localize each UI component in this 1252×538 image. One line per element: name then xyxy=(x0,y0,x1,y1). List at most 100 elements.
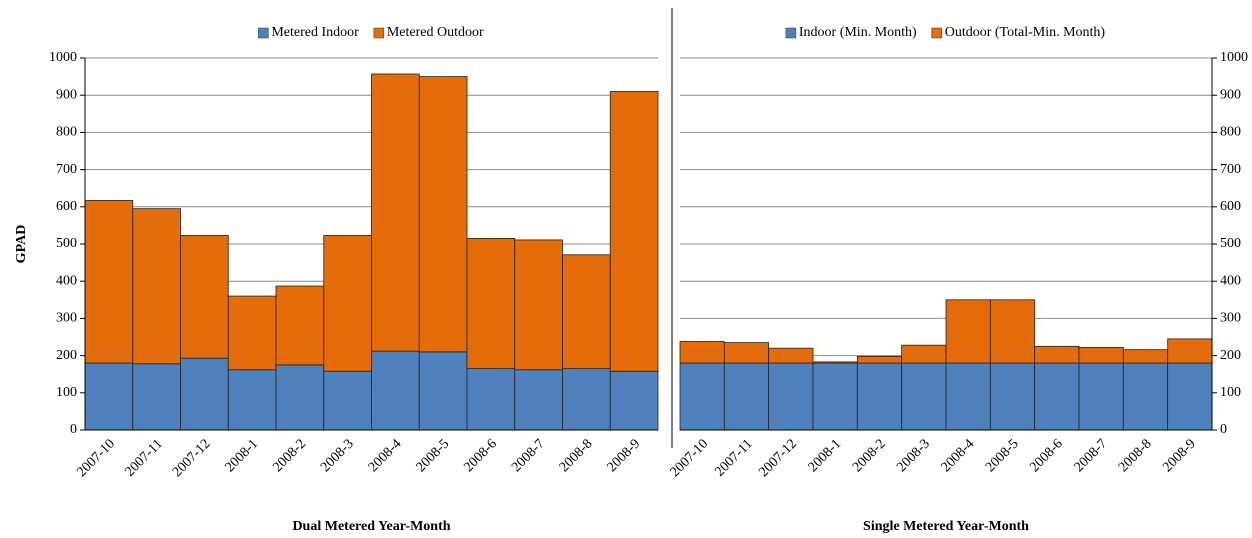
y-tick-label: 300 xyxy=(1220,311,1241,326)
legend-swatch xyxy=(373,27,385,39)
bar xyxy=(84,200,134,364)
bar xyxy=(323,370,372,431)
x-tick-label: 2008-4 xyxy=(939,436,978,475)
bar xyxy=(323,235,372,372)
x-tick-label: 2008-5 xyxy=(983,436,1022,475)
x-tick-label: 2008-5 xyxy=(414,436,453,475)
y-tick-label: 600 xyxy=(56,199,77,214)
x-tick-label: 2008-9 xyxy=(1160,436,1199,475)
y-tick-label: 0 xyxy=(70,422,77,437)
bar xyxy=(901,344,947,364)
y-tick-label: 800 xyxy=(56,125,77,140)
x-tick-label: 2008-9 xyxy=(605,436,644,475)
legend-label: Outdoor (Total-Min. Month) xyxy=(945,25,1106,40)
x-tick-label: 2008-2 xyxy=(270,436,309,475)
bar xyxy=(679,362,725,431)
legend-swatch xyxy=(931,27,942,39)
x-tick-label: 2008-6 xyxy=(461,436,500,475)
y-tick-label: 1000 xyxy=(49,50,77,65)
x-axis-title: Single Metered Year-Month xyxy=(863,519,1029,534)
x-tick-label: 2007-12 xyxy=(170,436,214,480)
bar xyxy=(371,73,420,352)
bar xyxy=(945,362,991,431)
x-tick-label: 2008-7 xyxy=(509,436,548,475)
bar xyxy=(812,361,858,364)
bar xyxy=(371,350,420,431)
x-tick-label: 2007-10 xyxy=(668,436,712,480)
y-tick-label: 500 xyxy=(56,236,77,251)
bar xyxy=(856,355,903,364)
y-tick-label: 200 xyxy=(56,348,77,363)
bar xyxy=(562,368,611,431)
bar xyxy=(989,362,1036,431)
x-tick-label: 2007-11 xyxy=(122,436,165,479)
y-tick-label: 700 xyxy=(56,162,77,177)
bar xyxy=(275,285,325,366)
bar xyxy=(768,362,814,431)
bar xyxy=(1034,345,1080,364)
x-tick-label: 2008-3 xyxy=(894,436,933,475)
x-tick-label: 2008-2 xyxy=(850,436,889,475)
legend-swatch xyxy=(258,27,269,39)
y-tick-label: 900 xyxy=(56,87,77,102)
x-tick-label: 2008-1 xyxy=(223,436,262,475)
y-axis-title: GPAD xyxy=(14,225,29,264)
legend-swatch xyxy=(785,27,797,39)
bar xyxy=(679,341,725,364)
bar xyxy=(514,239,563,371)
bar xyxy=(466,238,516,370)
x-tick-label: 2008-8 xyxy=(1116,436,1155,475)
legend-label: Metered Outdoor xyxy=(387,25,484,40)
y-tick-label: 1000 xyxy=(1220,50,1248,65)
y-tick-label: 200 xyxy=(1220,348,1241,363)
x-axis-title: Dual Metered Year-Month xyxy=(292,519,450,534)
bar xyxy=(132,208,181,365)
bar xyxy=(1034,362,1080,431)
bar xyxy=(132,363,181,431)
x-tick-label: 2008-4 xyxy=(366,436,405,475)
bar xyxy=(609,91,659,372)
bar xyxy=(562,254,611,370)
legend-label: Metered Indoor xyxy=(271,25,359,40)
x-tick-label: 2008-3 xyxy=(318,436,357,475)
bar xyxy=(945,299,991,364)
y-tick-label: 100 xyxy=(56,385,77,400)
y-tick-label: 900 xyxy=(1220,87,1241,102)
y-tick-label: 600 xyxy=(1220,199,1241,214)
y-tick-label: 400 xyxy=(1220,273,1241,288)
bar xyxy=(1078,362,1124,431)
bar xyxy=(514,369,563,431)
bar xyxy=(227,295,277,371)
x-tick-label: 2008-1 xyxy=(806,436,845,475)
y-tick-label: 400 xyxy=(56,273,77,288)
bar xyxy=(856,362,903,431)
x-tick-label: 2008-8 xyxy=(557,436,596,475)
bar xyxy=(180,357,229,431)
y-tick-label: 700 xyxy=(1220,162,1241,177)
x-tick-label: 2008-7 xyxy=(1072,436,1111,475)
bar xyxy=(1122,349,1169,364)
bar xyxy=(609,370,659,431)
legend-label: Indoor (Min. Month) xyxy=(799,25,917,40)
y-tick-label: 0 xyxy=(1220,422,1227,437)
y-tick-label: 100 xyxy=(1220,385,1241,400)
bar xyxy=(1078,347,1124,364)
y-tick-label: 800 xyxy=(1220,125,1241,140)
bar xyxy=(989,299,1036,364)
bar xyxy=(768,347,814,364)
bar xyxy=(466,368,516,431)
bar xyxy=(227,369,277,431)
x-tick-label: 2008-6 xyxy=(1027,436,1066,475)
bar xyxy=(901,362,947,431)
y-tick-label: 300 xyxy=(56,311,77,326)
bar xyxy=(180,235,229,359)
bar xyxy=(1167,362,1213,431)
x-tick-label: 2007-12 xyxy=(756,436,800,480)
y-tick-label: 500 xyxy=(1220,236,1241,251)
bar xyxy=(812,362,858,431)
bar xyxy=(418,351,468,431)
x-tick-label: 2007-10 xyxy=(74,436,118,480)
bar xyxy=(275,364,325,431)
bar xyxy=(723,342,770,364)
